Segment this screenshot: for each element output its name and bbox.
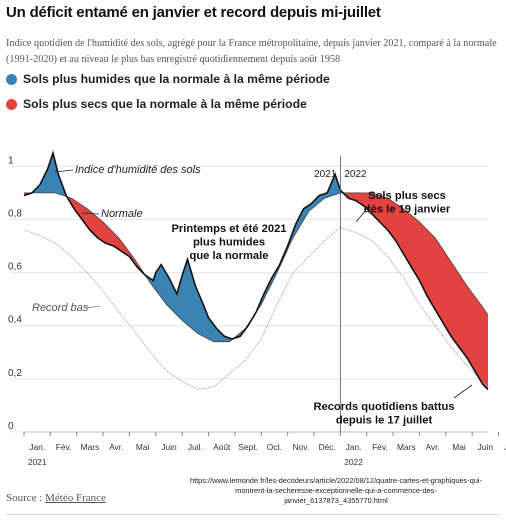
x-year-label-2022: 2022 [344, 457, 363, 467]
legend-humid-label: Sols plus humides que la normale à la mê… [23, 72, 330, 86]
x-tick-label-17: Juin [478, 442, 494, 452]
annotation-record-leader [85, 305, 101, 309]
annotation-normale-leader [81, 212, 100, 215]
annotation-spring-line-0: Printemps et été 2021 [171, 223, 286, 235]
annotation-record: Record bas [32, 302, 89, 314]
y-tick-label-5: 1 [8, 155, 14, 166]
x-tick-label-0: Jan. [29, 442, 45, 452]
chart-title: Un déficit entamé en janvier et record d… [6, 4, 381, 21]
source-prefix: Source : [6, 492, 46, 504]
y-tick-label-1: 0,2 [8, 368, 22, 379]
annotation-records-leader [453, 384, 473, 399]
x-tick-label-18: Juil. [504, 442, 506, 452]
x-tick-label-5: Juin [161, 442, 177, 452]
top-year-label-2022: 2022 [344, 169, 367, 180]
x-tick-label-8: Sept. [238, 442, 258, 452]
annotation-dry-since-line-0: Sols plus secs [368, 190, 446, 202]
x-tick-label-16: Mai [452, 442, 466, 452]
article-url: https://www.lemonde.fr/les-decodeurs/art… [189, 476, 483, 505]
source-link[interactable]: Météo France [45, 492, 106, 504]
legend-item-dry: Sols plus secs que la normale à la même … [6, 97, 307, 111]
x-tick-label-14: Mars [397, 442, 416, 452]
legend-humid-swatch [6, 73, 17, 85]
normale-line [24, 192, 489, 343]
legend-item-humid: Sols plus humides que la normale à la mê… [6, 72, 330, 86]
record-bas-line [23, 226, 489, 390]
source-line: Source : Météo France [6, 492, 106, 504]
chart-subtitle: Indice quotidien de l'humidité des sols,… [6, 38, 497, 65]
x-year-label-2021: 2021 [28, 457, 47, 467]
top-year-label-2021: 2021 [314, 169, 337, 180]
humidity-index-line [23, 150, 489, 391]
x-tick-label-13: Fév. [372, 442, 388, 452]
bottom-divider [6, 514, 500, 515]
x-tick-label-11: Déc. [319, 442, 336, 452]
y-tick-label-3: 0,6 [8, 262, 22, 273]
x-tick-label-2: Mars [81, 442, 100, 452]
x-tick-label-12: Jan. [346, 442, 362, 452]
annotation-index-leader [54, 169, 74, 173]
annotation-spring-line-2: que la normale [190, 250, 269, 262]
annotation-spring-line-1: plus humides [193, 237, 265, 249]
annotation-records-line-0: Records quotidiens battus [313, 401, 454, 413]
legend-dry-label: Sols plus secs que la normale à la même … [23, 97, 307, 111]
annotation-index: Indice d'humidité des sols [75, 164, 201, 176]
legend-dry-swatch [6, 98, 17, 110]
humid-area [32, 153, 343, 342]
annotation-dry-since-line-1: dès le 19 janvier [364, 204, 451, 216]
x-tick-label-10: Nov. [293, 442, 310, 452]
x-tick-label-7: Août [213, 442, 231, 452]
x-tick-label-1: Fév. [56, 442, 72, 452]
y-tick-label-4: 0,8 [8, 208, 22, 219]
x-tick-label-15: Avr. [425, 442, 439, 452]
x-tick-label-3: Avr. [109, 442, 123, 452]
annotation-records-line-1: depuis le 17 juillet [336, 415, 433, 427]
annotation-normale: Normale [101, 208, 143, 220]
x-tick-label-4: Mai [136, 442, 150, 452]
y-tick-label-0: 0 [8, 421, 14, 432]
y-tick-label-2: 0,4 [8, 315, 22, 326]
x-tick-label-9: Oct. [267, 442, 282, 452]
annotation-dry-leader [355, 209, 367, 223]
x-tick-label-6: Juil. [188, 442, 203, 452]
